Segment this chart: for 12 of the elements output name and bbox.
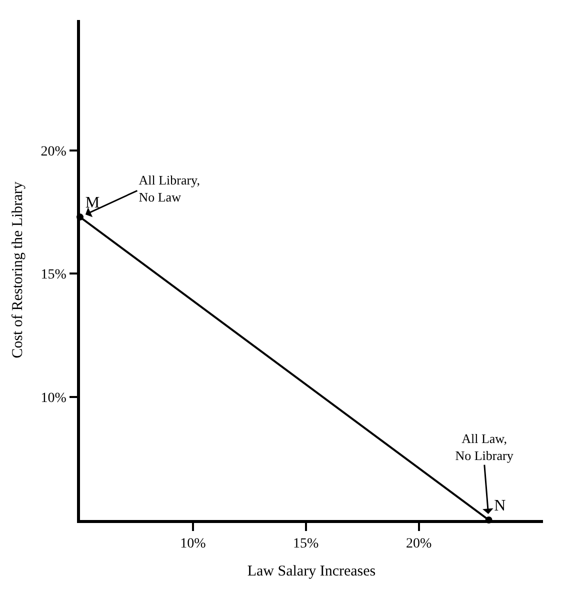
y-tick-label: 10%: [40, 390, 67, 406]
x-axis-title: Law Salary Increases: [247, 564, 376, 580]
x-tick-label: 20%: [406, 536, 432, 552]
data-label: N: [494, 498, 506, 515]
y-tick-label: 15%: [40, 268, 67, 283]
y-axis-title: Cost of Restoring the Library: [10, 181, 26, 358]
annotation: All Library, No Law: [138, 172, 200, 205]
y-tick-label: 20%: [40, 144, 67, 160]
annotation: All Law, No Library: [455, 431, 514, 464]
data-label: M: [85, 194, 100, 212]
x-tick-label: 15%: [293, 536, 320, 552]
x-tick-label: 10%: [180, 536, 206, 552]
